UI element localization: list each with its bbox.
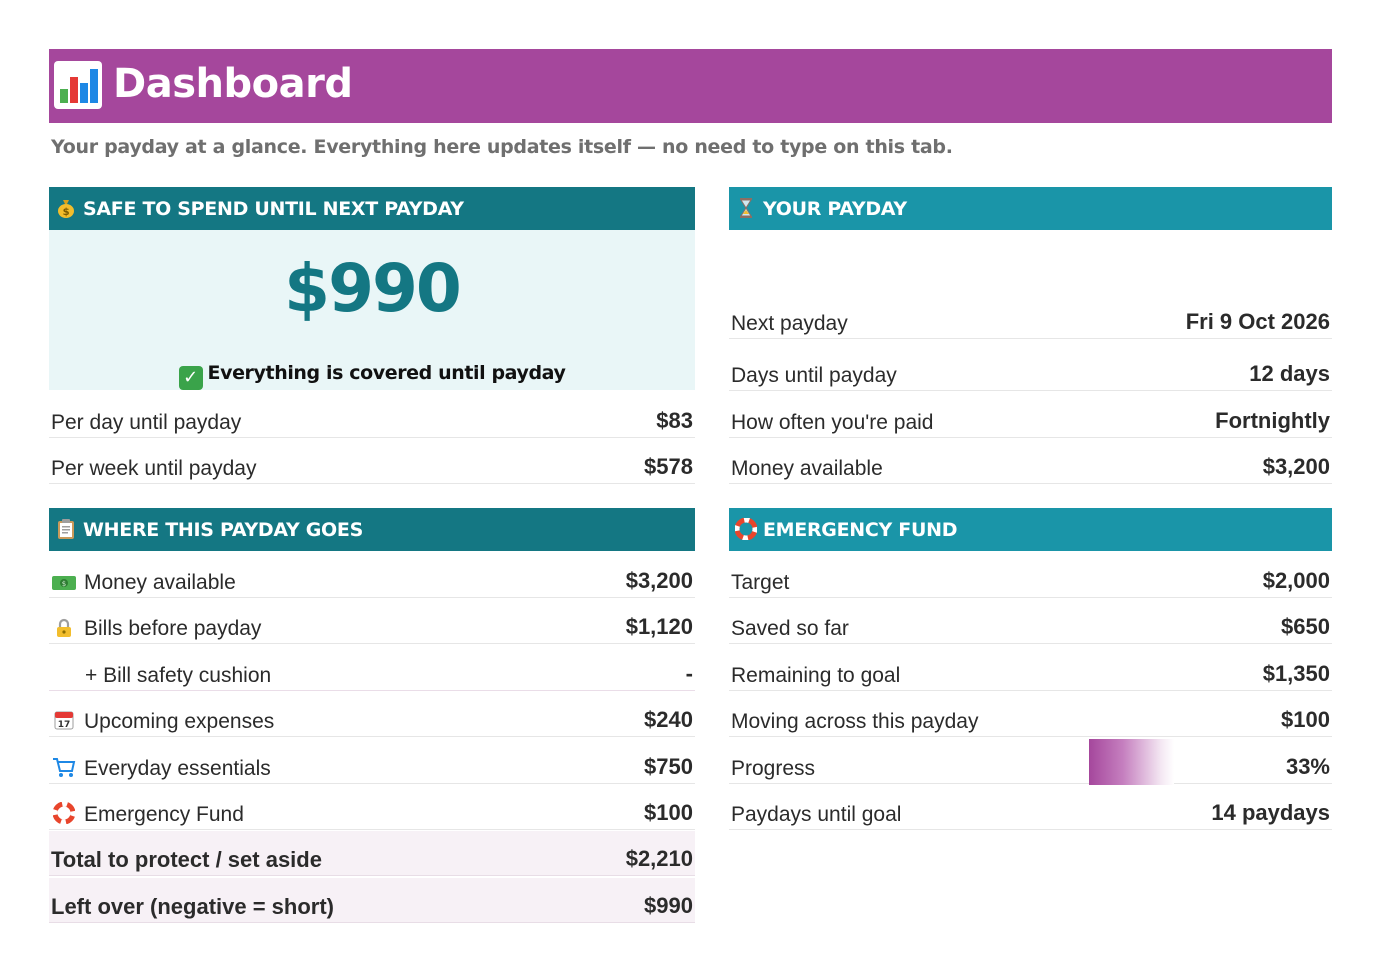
safe-to-spend-panel: $990 ✓ Everything is covered until payday [49, 230, 695, 390]
row-label: Paydays until goal [731, 803, 902, 826]
row-value: $3,200 [625, 568, 693, 593]
row-label: Money available [731, 457, 883, 480]
your-payday-header: YOUR PAYDAY [729, 187, 1332, 230]
row-label-wrap: 17 Upcoming expenses [51, 709, 274, 734]
row-value: 33% [1285, 754, 1330, 779]
row-label: Money available [84, 571, 236, 594]
coverage-status-text: Everything is covered until payday [207, 362, 566, 384]
row-label: Progress [731, 757, 816, 780]
shopping-cart-icon [51, 756, 77, 777]
calendar-icon: 17 [51, 709, 77, 730]
row-value: $240 [644, 707, 693, 732]
page-title: Dashboard [113, 61, 353, 107]
row-label: Everyday essentials [84, 757, 271, 780]
lock-icon [51, 618, 77, 638]
svg-text:$: $ [63, 207, 70, 218]
row-value: $2,000 [1262, 568, 1330, 593]
row-value: - [685, 661, 693, 686]
row-label: Per day until payday [51, 411, 242, 434]
row-label-wrap: Everyday essentials [51, 756, 271, 781]
row-label: Remaining to goal [731, 664, 901, 687]
coverage-status: ✓ Everything is covered until payday [49, 362, 695, 390]
row-label: Days until payday [731, 364, 897, 387]
row-value: Fortnightly [1215, 408, 1330, 433]
upcoming-expenses-line: 17 Upcoming expenses $240 [49, 692, 695, 737]
section-title: EMERGENCY FUND [763, 519, 958, 541]
clipboard-icon [55, 518, 77, 540]
row-value: $990 [644, 893, 693, 918]
row-label: Bills before payday [84, 617, 262, 640]
saved-so-far-row: Saved so far $650 [729, 599, 1332, 644]
safe-to-spend-amount: $990 [284, 250, 462, 327]
row-value: 12 days [1249, 361, 1330, 386]
target-row: Target $2,000 [729, 553, 1332, 598]
row-label: + Bill safety cushion [85, 664, 272, 687]
title-banner: Dashboard [49, 49, 1332, 123]
row-label: Upcoming expenses [84, 710, 275, 733]
row-value: Fri 9 Oct 2026 [1185, 309, 1330, 334]
row-label: Per week until payday [51, 457, 257, 480]
per-week-row: Per week until payday $578 [49, 439, 695, 484]
row-label-wrap: $ Money available [51, 571, 236, 595]
row-value: $750 [644, 754, 693, 779]
row-label: Total to protect / set aside [51, 847, 322, 872]
row-value: $100 [1281, 707, 1330, 732]
pay-frequency-row: How often you're paid Fortnightly [729, 393, 1332, 438]
row-label: Next payday [731, 312, 848, 335]
row-label: Saved so far [731, 617, 849, 640]
svg-text:$: $ [62, 580, 66, 588]
svg-text:17: 17 [58, 720, 71, 730]
banknote-icon: $ [51, 574, 77, 594]
next-payday-row: Next payday Fri 9 Oct 2026 [729, 294, 1332, 339]
section-title: WHERE THIS PAYDAY GOES [83, 519, 363, 541]
progress-row: Progress 33% [729, 739, 1332, 785]
paydays-until-goal-row: Paydays until goal 14 paydays [729, 785, 1332, 830]
row-value: $100 [644, 800, 693, 825]
lifebuoy-icon [51, 801, 77, 825]
row-value: 14 paydays [1211, 800, 1330, 825]
hourglass-icon [735, 197, 757, 219]
check-mark-icon: ✓ [178, 366, 203, 390]
bill-safety-cushion-line: + Bill safety cushion - [49, 646, 695, 691]
bills-before-payday-line: Bills before payday $1,120 [49, 599, 695, 644]
total-set-aside-row: Total to protect / set aside $2,210 [49, 831, 695, 876]
remaining-to-goal-row: Remaining to goal $1,350 [729, 646, 1332, 691]
days-until-payday-row: Days until payday 12 days [729, 346, 1332, 391]
row-label-wrap: Emergency Fund [51, 801, 244, 827]
page-subtitle: Your payday at a glance. Everything here… [51, 136, 953, 158]
emergency-fund-header: EMERGENCY FUND [729, 508, 1332, 551]
row-label: Left over (negative = short) [51, 894, 335, 919]
section-title: YOUR PAYDAY [763, 198, 907, 220]
row-value: $3,200 [1262, 454, 1330, 479]
lifebuoy-icon [734, 517, 758, 541]
progress-bar [1089, 739, 1174, 785]
row-value: $1,120 [625, 614, 693, 639]
row-value: $1,350 [1262, 661, 1330, 686]
section-title: SAFE TO SPEND UNTIL NEXT PAYDAY [83, 198, 464, 220]
row-value: $578 [644, 454, 693, 479]
row-label-wrap: Bills before payday [51, 617, 261, 641]
row-label: Moving across this payday [731, 710, 979, 733]
per-day-row: Per day until payday $83 [49, 393, 695, 438]
left-over-row: Left over (negative = short) $990 [49, 878, 695, 923]
row-value: $83 [656, 408, 693, 433]
money-available-row: Money available $3,200 [729, 439, 1332, 484]
money-bag-icon: $ [55, 197, 77, 219]
row-value: $2,210 [625, 846, 693, 871]
everyday-essentials-line: Everyday essentials $750 [49, 739, 695, 784]
row-label: Emergency Fund [84, 803, 244, 826]
safe-to-spend-header: $ SAFE TO SPEND UNTIL NEXT PAYDAY [49, 187, 695, 230]
where-payday-goes-header: WHERE THIS PAYDAY GOES [49, 508, 695, 551]
bar-chart-icon [54, 61, 102, 109]
row-label: How often you're paid [731, 411, 934, 434]
money-available-line: $ Money available $3,200 [49, 553, 695, 598]
row-label: Target [731, 571, 790, 594]
row-value: $650 [1281, 614, 1330, 639]
moving-this-payday-row: Moving across this payday $100 [729, 692, 1332, 737]
emergency-fund-line: Emergency Fund $100 [49, 785, 695, 830]
